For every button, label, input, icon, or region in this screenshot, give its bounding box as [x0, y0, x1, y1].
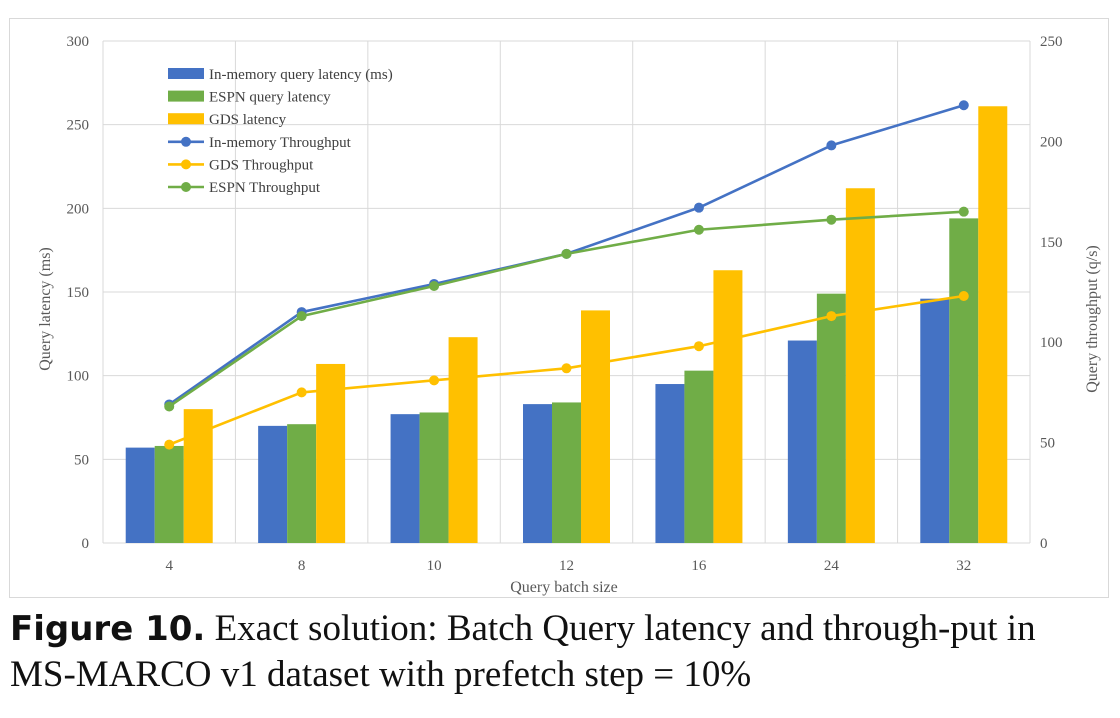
- bar-in-memory-query-latency-ms: [125, 447, 155, 543]
- bar-gds-latency: [183, 409, 213, 543]
- y2-tick-label: 250: [1040, 34, 1063, 50]
- bar-gds-latency: [316, 363, 346, 543]
- y2-tick-label: 200: [1040, 134, 1063, 150]
- gridlines: [102, 40, 1031, 544]
- y-tick-label: 0: [82, 536, 90, 552]
- point-espn-throughput: [296, 311, 307, 322]
- bar-gds-latency: [978, 106, 1008, 543]
- point-espn-throughput: [693, 224, 704, 235]
- legend-swatch: [168, 113, 204, 125]
- y-tick-label: 200: [67, 201, 90, 217]
- bar-in-memory-query-latency-ms: [655, 384, 685, 543]
- bar-espn-query-latency: [684, 370, 714, 543]
- legend-swatch: [168, 90, 204, 102]
- y-tick-label: 150: [67, 285, 90, 301]
- bar-in-memory-query-latency-ms: [787, 340, 817, 543]
- tick-labels: 0 50 100 150 200 250 300 0 50 100 150 200 250 4 8 10 12 1…: [67, 34, 1063, 574]
- y-tick-label: 50: [74, 452, 89, 468]
- caption-label: Figure 10.: [10, 609, 206, 649]
- bar-gds-latency: [448, 337, 478, 543]
- bar-espn-query-latency: [154, 445, 184, 543]
- point-gds-throughput: [693, 341, 704, 352]
- x-tick-label: 16: [691, 558, 707, 574]
- point-espn-throughput: [429, 280, 440, 291]
- legend-label: GDS Throughput: [209, 157, 314, 173]
- legend-marker: [181, 182, 191, 192]
- y-tick-label: 100: [67, 369, 90, 385]
- chart-frame: 0 50 100 150 200 250 300 0 50 100 150 200 250 4 8 10 12 1…: [9, 18, 1109, 598]
- x-tick-label: 10: [427, 558, 442, 574]
- point-gds-throughput: [164, 439, 175, 450]
- point-in-memory-throughput: [958, 100, 969, 111]
- bar-in-memory-query-latency-ms: [390, 414, 420, 543]
- bar-espn-query-latency: [816, 293, 846, 543]
- y2-tick-label: 150: [1040, 235, 1063, 251]
- legend-label: GDS latency: [209, 112, 287, 128]
- x-tick-label: 4: [165, 558, 173, 574]
- bar-espn-query-latency: [419, 412, 449, 543]
- point-in-memory-throughput: [693, 202, 704, 213]
- y2-tick-label: 50: [1040, 436, 1055, 452]
- point-espn-throughput: [958, 206, 969, 217]
- point-espn-throughput: [164, 401, 175, 412]
- y-axis-title: Query latency (ms): [37, 247, 54, 371]
- legend-label: In-memory query latency (ms): [209, 67, 393, 83]
- point-gds-throughput: [296, 387, 307, 398]
- x-tick-label: 8: [298, 558, 306, 574]
- bars: [125, 106, 1008, 543]
- point-gds-throughput: [826, 311, 837, 322]
- legend-marker: [181, 159, 191, 170]
- point-espn-throughput: [561, 248, 572, 259]
- bar-in-memory-query-latency-ms: [920, 298, 950, 543]
- bar-in-memory-query-latency-ms: [258, 425, 288, 543]
- legend-swatch: [168, 68, 204, 79]
- bar-gds-latency: [845, 188, 875, 543]
- point-in-memory-throughput: [826, 140, 837, 151]
- legend-label: In-memory Throughput: [209, 135, 352, 151]
- point-gds-throughput: [429, 375, 440, 386]
- bar-espn-query-latency: [552, 402, 581, 543]
- bar-espn-query-latency: [287, 424, 317, 543]
- x-axis-title: Query batch size: [510, 579, 618, 596]
- y2-tick-label: 100: [1040, 335, 1063, 351]
- bar-gds-latency: [713, 270, 743, 543]
- bar-espn-query-latency: [949, 218, 979, 543]
- y-tick-label: 300: [67, 34, 90, 50]
- legend-label: ESPN query latency: [209, 90, 331, 106]
- point-gds-throughput: [561, 363, 572, 374]
- legend: In-memory query latency (ms) ESPN query l…: [168, 67, 393, 196]
- legend-label: ESPN Throughput: [209, 180, 321, 196]
- figure-caption: Figure 10. Exact solution: Batch Query l…: [10, 606, 1110, 698]
- point-gds-throughput: [958, 291, 969, 302]
- legend-marker: [181, 136, 191, 147]
- x-tick-label: 24: [824, 558, 840, 574]
- x-tick-label: 32: [956, 558, 971, 574]
- chart: 0 50 100 150 200 250 300 0 50 100 150 200 250 4 8 10 12 1…: [37, 34, 1101, 596]
- bar-gds-latency: [581, 310, 610, 543]
- point-espn-throughput: [826, 214, 837, 225]
- y-tick-label: 250: [67, 118, 90, 134]
- bar-in-memory-query-latency-ms: [523, 404, 552, 543]
- y2-tick-label: 0: [1040, 536, 1048, 552]
- lines: [164, 100, 969, 450]
- y2-axis-title: Query throughput (q/s): [1084, 245, 1101, 393]
- caption-text: Exact solution: Batch Query latency and …: [10, 608, 1036, 695]
- x-tick-label: 12: [559, 558, 574, 574]
